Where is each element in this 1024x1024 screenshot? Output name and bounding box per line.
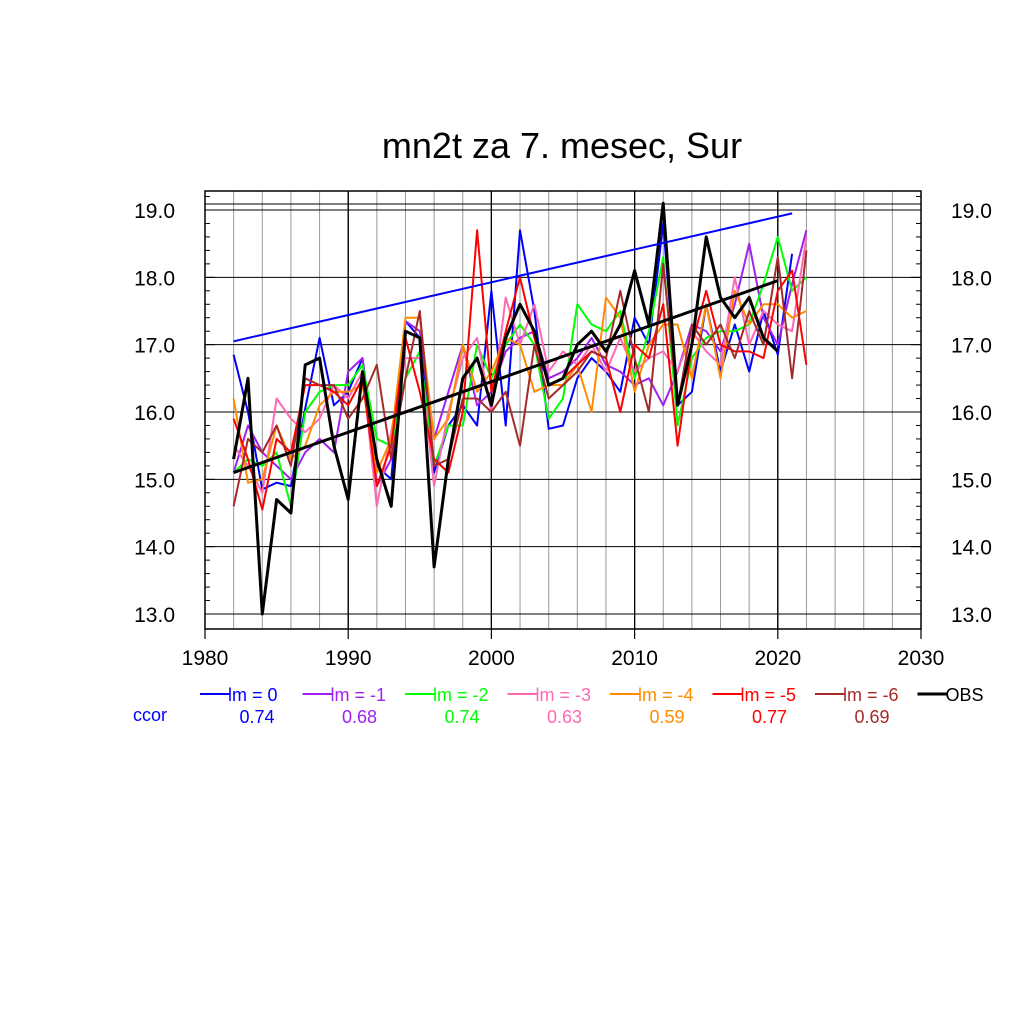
ccor-value: 0.59	[649, 707, 684, 727]
ccor-value: 0.63	[547, 707, 582, 727]
legend-label: lm = -2	[433, 685, 489, 705]
ccor-label: ccor	[133, 705, 167, 725]
series-line-lm6	[232, 250, 808, 507]
ccor-value: 0.77	[752, 707, 787, 727]
series-layer	[232, 201, 808, 616]
y-tick-label-right: 19.0	[951, 200, 992, 223]
x-tick-label: 2010	[611, 647, 658, 670]
legend-label: lm = -3	[536, 685, 592, 705]
trend-line-1	[233, 279, 779, 475]
trend-line-0	[233, 212, 793, 343]
y-tick-label: 13.0	[134, 604, 175, 627]
y-tick-label: 15.0	[134, 469, 175, 492]
axis-ticks	[204, 196, 922, 639]
legend-label: OBS	[946, 685, 984, 705]
x-tick-label: 2020	[754, 647, 801, 670]
legend-label: lm = -5	[741, 685, 797, 705]
x-tick-label: 2030	[898, 647, 945, 670]
y-tick-label-right: 14.0	[951, 537, 992, 560]
legend-label: lm = -1	[331, 685, 387, 705]
y-tick-label: 16.0	[134, 402, 175, 425]
x-tick-label: 1980	[182, 647, 229, 670]
y-tick-label: 17.0	[134, 335, 175, 358]
chart-title: mn2t za 7. mesec, Sur	[382, 125, 742, 166]
trend-layer	[233, 212, 793, 475]
ccor-value: 0.68	[342, 707, 377, 727]
y-tick-label-right: 16.0	[951, 402, 992, 425]
series-line-lm4	[232, 289, 807, 484]
series-line-obs	[232, 201, 779, 616]
y-tick-label-right: 18.0	[951, 267, 992, 290]
y-tick-label: 19.0	[134, 200, 175, 223]
y-tick-label: 18.0	[134, 267, 175, 290]
series-line-lm0	[232, 222, 794, 491]
legend-label: lm = -6	[843, 685, 899, 705]
grid	[205, 191, 921, 629]
y-tick-label-right: 17.0	[951, 335, 992, 358]
legend-label: lm = 0	[228, 685, 278, 705]
y-tick-label: 14.0	[134, 537, 175, 560]
x-tick-label: 1990	[325, 647, 372, 670]
ccor-value: 0.69	[854, 707, 889, 727]
plot-frame	[204, 190, 922, 630]
x-tick-label: 2000	[468, 647, 515, 670]
y-tick-label-right: 13.0	[951, 604, 992, 627]
y-tick-label-right: 15.0	[951, 469, 992, 492]
legend-label: lm = -4	[638, 685, 694, 705]
series-line-lm5	[232, 229, 808, 511]
ccor-value: 0.74	[239, 707, 274, 727]
series-line-lm2	[232, 235, 808, 508]
tick-labels: 1980 1990 2000 2010 2020 2030 13.0 13.0 14.0 14.0…	[134, 200, 992, 670]
ccor-value: 0.74	[444, 707, 479, 727]
